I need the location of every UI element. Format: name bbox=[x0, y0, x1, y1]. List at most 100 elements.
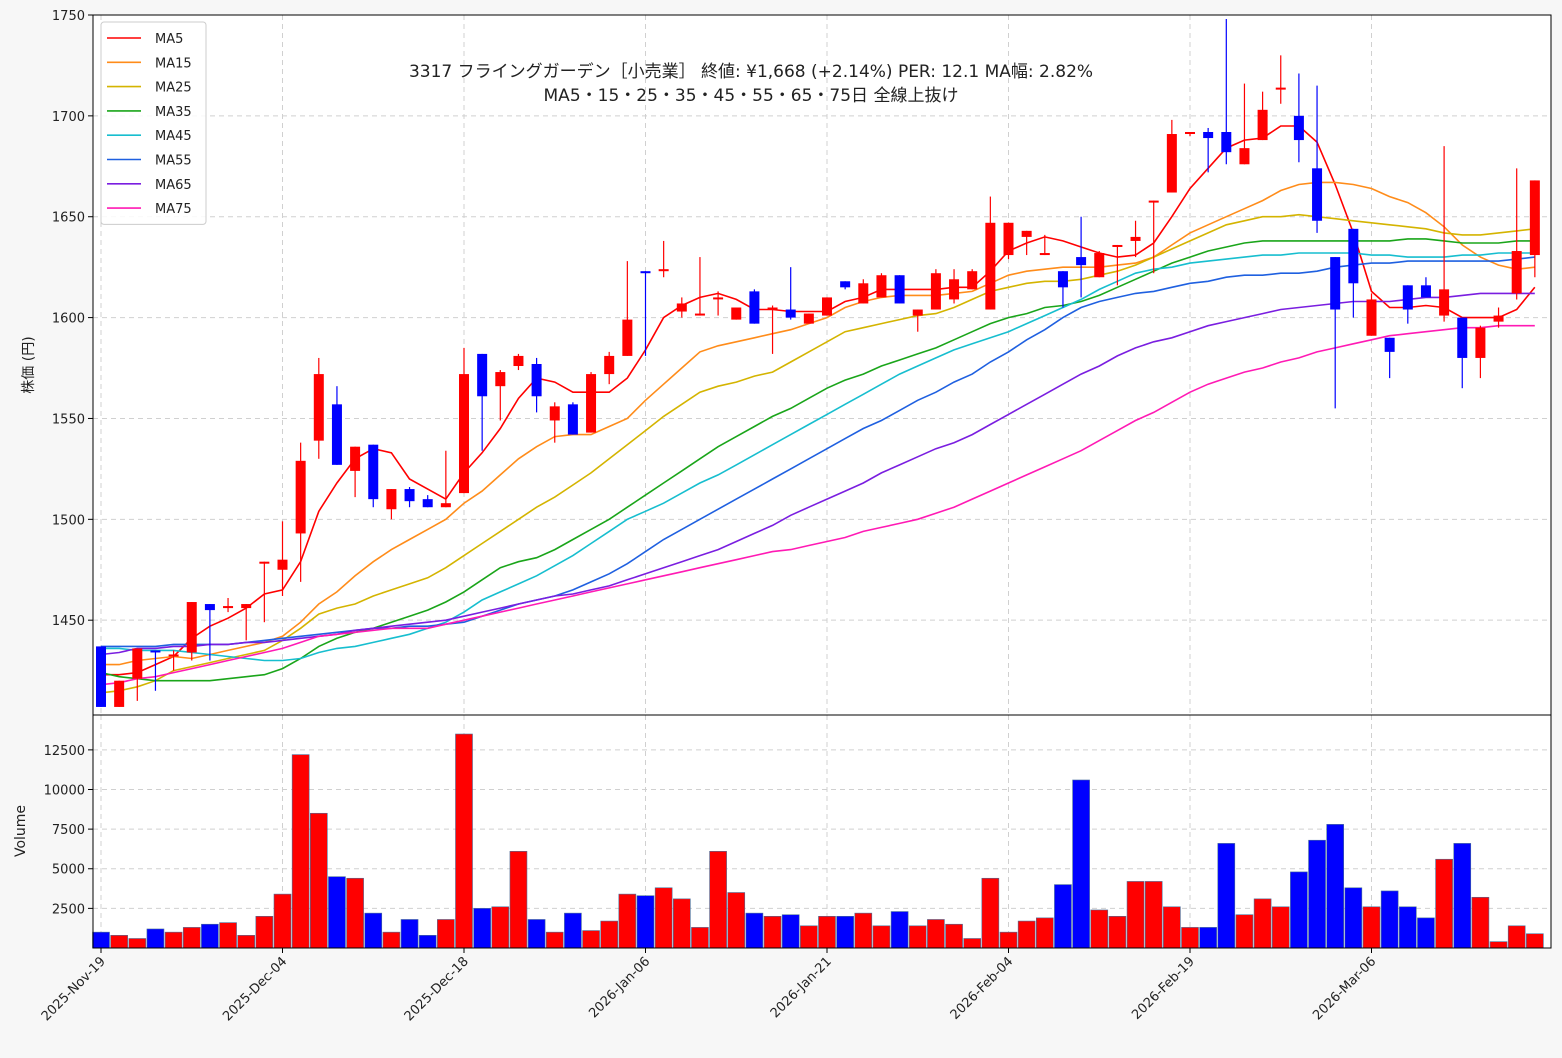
candle-body bbox=[150, 650, 161, 653]
candle-body bbox=[313, 374, 324, 441]
candle-body bbox=[1166, 134, 1177, 193]
volume-bar bbox=[219, 922, 237, 949]
candle-body bbox=[1420, 285, 1431, 298]
volume-bar bbox=[382, 931, 401, 949]
volume-bar bbox=[1163, 906, 1181, 949]
candle-body bbox=[386, 489, 397, 510]
candle-body bbox=[1366, 299, 1377, 336]
volume-bar bbox=[491, 906, 510, 949]
legend-label-ma55: MA55 bbox=[155, 154, 192, 169]
candle-body bbox=[1003, 222, 1014, 256]
candle-body bbox=[513, 355, 524, 367]
candle-body bbox=[1493, 315, 1504, 322]
chart-title-line1: 3317 フライングガーデン［小売業］ 終値: ¥1,668 (+2.14%) … bbox=[409, 61, 1093, 82]
candle-body bbox=[1039, 253, 1050, 256]
price-tick-label: 1650 bbox=[52, 211, 85, 226]
volume-bar bbox=[455, 733, 473, 949]
volume-bar bbox=[1471, 896, 1490, 949]
candle-body bbox=[604, 355, 615, 375]
price-tick-label: 1700 bbox=[52, 110, 85, 125]
candle-body bbox=[749, 291, 760, 324]
volume-bar bbox=[763, 915, 782, 949]
candle-body bbox=[368, 444, 379, 500]
volume-bar bbox=[818, 915, 836, 949]
candle-body bbox=[1475, 327, 1486, 358]
volume-bar bbox=[691, 927, 709, 949]
candle-body bbox=[967, 271, 978, 290]
volume-bar bbox=[1362, 906, 1381, 949]
candle-body bbox=[1094, 253, 1105, 278]
volume-bar bbox=[1217, 843, 1236, 949]
volume-bar bbox=[182, 927, 201, 949]
volume-bar bbox=[545, 931, 564, 949]
candle-body bbox=[241, 604, 252, 609]
volume-bar bbox=[364, 912, 383, 949]
volume-bar bbox=[654, 887, 673, 949]
volume-bar bbox=[146, 928, 165, 949]
candle-body bbox=[840, 281, 851, 288]
candle-body bbox=[930, 273, 941, 310]
volume-bar bbox=[963, 938, 982, 949]
candle-body bbox=[1312, 168, 1323, 221]
volume-bar bbox=[1144, 881, 1163, 949]
volume-bar bbox=[1489, 941, 1508, 949]
volume-bar bbox=[1017, 920, 1036, 949]
volume-bars bbox=[92, 733, 1544, 949]
candle-body bbox=[114, 680, 125, 707]
candle-body bbox=[404, 489, 415, 502]
candle-body bbox=[731, 307, 742, 320]
volume-panel-frame bbox=[92, 714, 1552, 949]
candle-body bbox=[694, 313, 705, 316]
candle-body bbox=[422, 499, 433, 508]
volume-bar bbox=[164, 931, 183, 949]
ma-line-ma45 bbox=[101, 252, 1535, 662]
volume-bar bbox=[636, 895, 655, 949]
volume-bar bbox=[1181, 927, 1199, 949]
volume-bar bbox=[1072, 779, 1090, 949]
candle-body bbox=[822, 297, 832, 316]
candle-body bbox=[186, 602, 197, 653]
volume-bar bbox=[1054, 884, 1072, 949]
legend-label-ma25: MA25 bbox=[155, 81, 192, 96]
volume-bar bbox=[1453, 843, 1472, 949]
candle-body bbox=[1257, 109, 1268, 141]
candle-body bbox=[949, 279, 960, 300]
volume-bar bbox=[110, 935, 128, 949]
candle-body bbox=[132, 648, 143, 679]
volume-bar bbox=[890, 911, 909, 949]
candle-body bbox=[223, 606, 234, 609]
price-tick-label: 1750 bbox=[52, 9, 85, 24]
legend-label-ma75: MA75 bbox=[155, 202, 192, 217]
ma-line-ma25 bbox=[100, 213, 1535, 694]
volume-bar bbox=[1344, 887, 1363, 949]
volume-bar bbox=[564, 912, 582, 949]
volume-bar bbox=[727, 892, 746, 949]
candle-body bbox=[567, 404, 578, 435]
chart-title-line2: MA5・15・25・35・45・55・65・75日 全線上抜け bbox=[544, 86, 959, 106]
candle-body bbox=[1148, 200, 1159, 203]
candle-body bbox=[1293, 115, 1304, 141]
candle-body bbox=[331, 404, 342, 465]
candle-body bbox=[1457, 317, 1468, 358]
price-panel-background bbox=[93, 15, 1551, 715]
volume-bar bbox=[1036, 917, 1054, 949]
candle-body bbox=[495, 372, 506, 387]
candle-body bbox=[531, 363, 542, 397]
volume-bar bbox=[709, 851, 727, 949]
volume-bar bbox=[1399, 906, 1417, 949]
candle-body bbox=[459, 374, 469, 494]
volume-bar bbox=[999, 931, 1018, 949]
candle-body bbox=[549, 406, 560, 421]
volume-bar bbox=[872, 925, 891, 949]
volume-bar bbox=[418, 935, 437, 949]
candle-body bbox=[1402, 285, 1413, 310]
candle-body bbox=[1203, 132, 1214, 139]
price-tick-label: 1550 bbox=[52, 412, 85, 427]
candle-body bbox=[259, 561, 270, 564]
candle-body bbox=[858, 283, 869, 304]
volume-bar bbox=[1271, 906, 1290, 949]
volume-tick-label: 5000 bbox=[52, 863, 85, 878]
volume-bar bbox=[1235, 914, 1254, 949]
ma-line-ma55 bbox=[101, 256, 1535, 648]
